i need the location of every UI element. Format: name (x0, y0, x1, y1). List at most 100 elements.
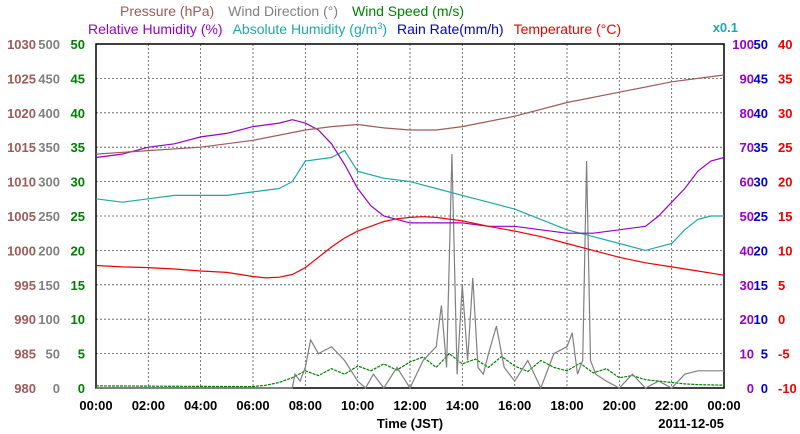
y-tick-label-temperature: -10 (778, 381, 797, 396)
legend-entry: Wind Direction (°) (228, 3, 338, 19)
y-tick-label-wind_direction: 450 (38, 71, 60, 86)
x-tick-label: 18:00 (550, 398, 583, 413)
y-tick-label-wind_direction: 150 (38, 278, 60, 293)
y-tick-label-wind_speed: 0 (78, 381, 85, 396)
x-tick-label: 14:00 (446, 398, 479, 413)
y-tick-label-relative_humidity: 10 (740, 347, 754, 362)
y-tick-label-pressure: 1010 (7, 175, 36, 190)
y-tick-label-pressure: 980 (14, 381, 36, 396)
y-tick-label-rain_rate: 45 (754, 71, 768, 86)
y-tick-label-wind_speed: 30 (71, 175, 85, 190)
y-tick-label-rain_rate: 15 (754, 278, 768, 293)
legend-entry: Pressure (hPa) (120, 3, 214, 19)
y-tick-label-wind_speed: 10 (71, 312, 85, 327)
y-axes: 1030102510201015101010051000995990985980… (7, 37, 797, 396)
date-label: 2011-12-05 (658, 416, 724, 431)
y-tick-label-temperature: 20 (778, 175, 792, 190)
y-tick-label-wind_direction: 200 (38, 243, 60, 258)
series-line-absolute_humidity (95, 149, 724, 252)
y-tick-label-temperature: 35 (778, 71, 792, 86)
y-tick-label-relative_humidity: 20 (740, 312, 754, 327)
y-tick-label-wind_speed: 50 (71, 37, 85, 52)
y-tick-label-temperature: -5 (778, 347, 790, 362)
legend-row-2: Relative Humidity (%) Absolute Humidity (… (88, 21, 621, 37)
y-tick-label-wind_speed: 35 (71, 140, 85, 155)
y-tick-label-pressure: 1000 (7, 243, 36, 258)
y-tick-label-relative_humidity: 0 (747, 381, 754, 396)
y-tick-label-wind_direction: 500 (38, 37, 60, 52)
series-layer (95, 74, 725, 390)
x-tick-label: 22:00 (655, 398, 688, 413)
y-tick-label-wind_speed: 5 (78, 347, 85, 362)
legend-entry: Absolute Humidity (g/m3) (233, 21, 387, 37)
x-tick-label: 08:00 (289, 398, 322, 413)
axis-note: x0.1 (713, 20, 738, 35)
y-tick-label-wind_direction: 100 (38, 312, 60, 327)
y-tick-label-pressure: 990 (14, 312, 36, 327)
y-tick-label-pressure: 1030 (7, 37, 36, 52)
x-tick-label: 20:00 (603, 398, 636, 413)
y-tick-label-temperature: 5 (778, 278, 785, 293)
x-tick-label: 04:00 (184, 398, 217, 413)
legend-entry: Relative Humidity (%) (88, 21, 223, 37)
y-tick-label-relative_humidity: 90 (740, 71, 754, 86)
series-line-wind_speed (95, 352, 725, 388)
y-tick-label-rain_rate: 30 (754, 175, 768, 190)
y-tick-label-wind_direction: 350 (38, 140, 60, 155)
y-tick-label-rain_rate: 0 (761, 381, 768, 396)
y-tick-label-wind_speed: 40 (71, 106, 85, 121)
y-tick-label-temperature: 10 (778, 243, 792, 258)
y-tick-label-rain_rate: 50 (754, 37, 768, 52)
y-tick-label-temperature: 40 (778, 37, 792, 52)
x-tick-label: 06:00 (236, 398, 269, 413)
y-tick-label-temperature: 0 (778, 312, 785, 327)
y-tick-label-temperature: 25 (778, 140, 792, 155)
y-tick-label-relative_humidity: 70 (740, 140, 754, 155)
y-tick-label-rain_rate: 10 (754, 312, 768, 327)
x-axis-label: Time (JST) (377, 416, 443, 431)
y-tick-label-pressure: 1020 (7, 106, 36, 121)
y-tick-label-relative_humidity: 60 (740, 175, 754, 190)
series-line-temperature (95, 216, 725, 279)
y-tick-label-pressure: 985 (14, 347, 36, 362)
y-tick-label-relative_humidity: 80 (740, 106, 754, 121)
y-tick-label-wind_direction: 300 (38, 175, 60, 190)
y-tick-label-relative_humidity: 30 (740, 278, 754, 293)
y-tick-label-wind_direction: 400 (38, 106, 60, 121)
x-tick-label: 16:00 (498, 398, 531, 413)
y-tick-label-pressure: 1005 (7, 209, 36, 224)
y-tick-label-pressure: 1025 (7, 71, 36, 86)
x-tick-label: 00:00 (707, 398, 740, 413)
x-tick-label: 00:00 (79, 398, 112, 413)
legend-row-1: Pressure (hPa) Wind Direction (°) Wind Spe… (120, 3, 464, 19)
y-tick-label-wind_direction: 50 (46, 347, 60, 362)
y-tick-label-relative_humidity: 50 (740, 209, 754, 224)
y-tick-label-wind_speed: 45 (71, 71, 85, 86)
legend-entry: Temperature (°C) (514, 21, 622, 37)
x-tick-label: 02:00 (132, 398, 165, 413)
y-tick-label-rain_rate: 40 (754, 106, 768, 121)
x-tick-label: 10:00 (341, 398, 374, 413)
grid (96, 44, 724, 388)
legend-entry: Rain Rate(mm/h) (397, 21, 504, 37)
y-tick-label-wind_speed: 25 (71, 209, 85, 224)
y-tick-label-wind_direction: 0 (53, 381, 60, 396)
y-tick-label-rain_rate: 25 (754, 209, 768, 224)
y-tick-label-pressure: 1015 (7, 140, 36, 155)
series-line-relative_humidity (95, 119, 725, 234)
y-tick-label-pressure: 995 (14, 278, 36, 293)
y-tick-label-temperature: 30 (778, 106, 792, 121)
y-tick-label-temperature: 15 (778, 209, 792, 224)
series-line-pressure (95, 74, 725, 155)
y-tick-label-relative_humidity: 100 (732, 37, 754, 52)
legend-entry: Wind Speed (m/s) (352, 3, 464, 19)
y-tick-label-wind_direction: 250 (38, 209, 60, 224)
y-tick-label-rain_rate: 35 (754, 140, 768, 155)
series-line-wind_direction (96, 154, 724, 390)
x-axis: 00:00 02:00 04:00 06:00 08:00 10:00 12:00 14:00… (79, 398, 740, 413)
y-tick-label-wind_speed: 15 (71, 278, 85, 293)
x-tick-label: 12:00 (393, 398, 426, 413)
y-tick-label-rain_rate: 20 (754, 243, 768, 258)
y-tick-label-rain_rate: 5 (761, 347, 768, 362)
